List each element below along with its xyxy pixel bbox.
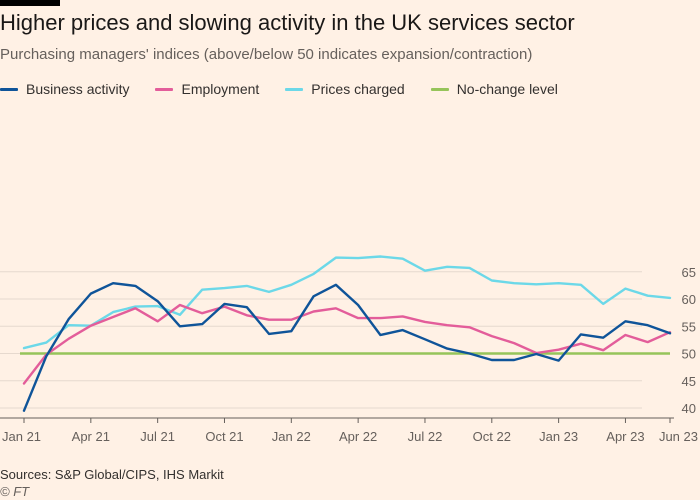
x-tick-label: Jan 23 bbox=[539, 429, 578, 444]
x-tick-label: Apr 23 bbox=[606, 429, 644, 444]
legend-item-no-change-level: No-change level bbox=[430, 81, 558, 97]
x-tick-label: Apr 22 bbox=[339, 429, 377, 444]
x-tick-label: Jul 22 bbox=[408, 429, 443, 444]
x-tick-label: Apr 21 bbox=[72, 429, 110, 444]
y-tick-label-45: 45 bbox=[682, 374, 696, 389]
legend-label-prices-charged: Prices charged bbox=[311, 81, 405, 97]
y-tick-label-40: 40 bbox=[682, 401, 696, 416]
x-tick-label: Jan 22 bbox=[272, 429, 311, 444]
series-line-prices bbox=[22, 255, 672, 350]
line-chart: 40 45 50 55 60 65 Jan 21 Apr 21 Jul 21 Oct 21 Jan … bbox=[0, 255, 698, 444]
x-tick-label: Oct 21 bbox=[205, 429, 243, 444]
legend-item-employment: Employment bbox=[155, 81, 259, 97]
x-tick-label: Jul 21 bbox=[140, 429, 175, 444]
legend-label-business-activity: Business activity bbox=[26, 81, 130, 97]
copyright-note: © FT bbox=[0, 484, 30, 499]
legend-swatch-business-activity bbox=[0, 87, 18, 91]
chart-title: Higher prices and slowing activity in th… bbox=[0, 10, 575, 35]
legend: Business activity Employment Prices char… bbox=[0, 79, 584, 99]
y-tick-label-65: 65 bbox=[682, 265, 696, 280]
legend-swatch-no-change-level bbox=[430, 87, 449, 91]
y-tick-label-60: 60 bbox=[682, 292, 696, 307]
legend-item-business-activity: Business activity bbox=[0, 81, 129, 97]
x-tick-label: Oct 22 bbox=[473, 429, 511, 444]
ft-header-bar bbox=[0, 0, 60, 6]
legend-label-employment: Employment bbox=[181, 81, 260, 97]
x-tick-label: Jun 23 bbox=[659, 429, 698, 444]
legend-swatch-prices-charged bbox=[285, 87, 304, 91]
legend-item-prices-charged: Prices charged bbox=[285, 81, 405, 97]
series-line-business bbox=[22, 281, 672, 412]
series-line-employment bbox=[22, 303, 672, 385]
legend-label-no-change-level: No-change level bbox=[456, 81, 558, 97]
legend-swatch-employment bbox=[155, 87, 174, 91]
y-tick-label-55: 55 bbox=[682, 319, 696, 334]
chart-subtitle: Purchasing managers' indices (above/belo… bbox=[0, 46, 533, 63]
source-note: Sources: S&P Global/CIPS, IHS Markit bbox=[0, 467, 224, 482]
y-tick-label-50: 50 bbox=[682, 347, 696, 362]
x-tick-label: Jan 21 bbox=[2, 429, 41, 444]
